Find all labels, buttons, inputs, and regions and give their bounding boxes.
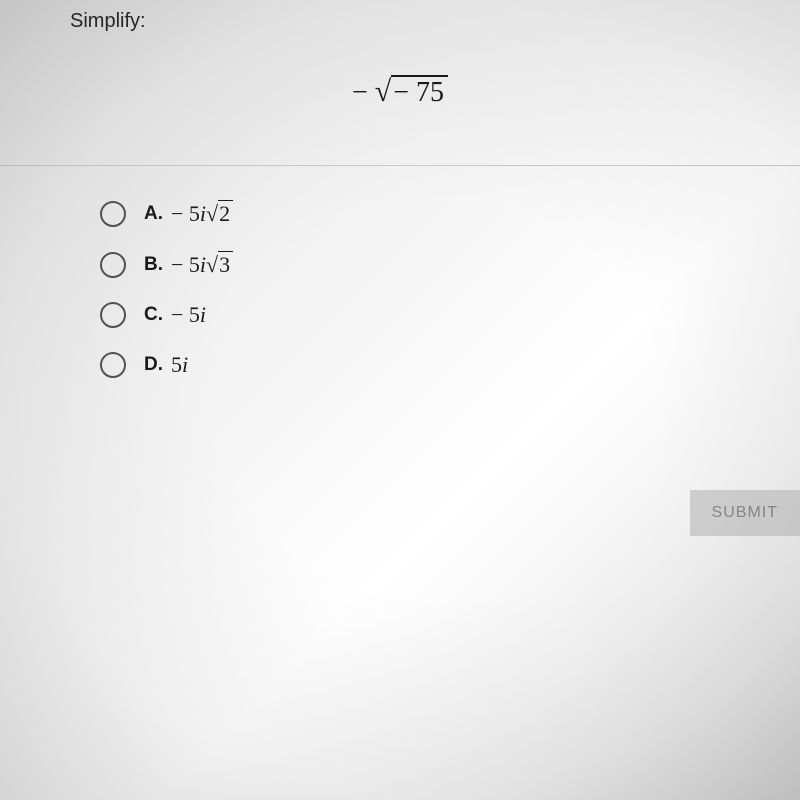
prefix: − 5	[171, 252, 200, 277]
option-math: − 5i√3	[171, 251, 233, 278]
radicand: − 75	[391, 75, 448, 109]
math-expression: − √− 75	[0, 75, 800, 109]
radio-d[interactable]	[100, 352, 126, 378]
i-var: i	[182, 352, 188, 377]
option-d[interactable]: D. 5i	[100, 352, 233, 378]
divider-line	[0, 165, 800, 166]
prefix: − 5	[171, 302, 200, 327]
sqrt-expression: √− 75	[375, 75, 448, 109]
sqrt-val: 2	[218, 200, 233, 227]
prefix: 5	[171, 352, 182, 377]
option-letter: D.	[144, 354, 163, 376]
option-math: − 5i√2	[171, 200, 233, 227]
radio-a[interactable]	[100, 201, 126, 227]
radical-icon: √	[375, 75, 391, 108]
option-b[interactable]: B. − 5i√3	[100, 251, 233, 278]
leading-minus: −	[352, 77, 368, 108]
option-math: − 5i	[171, 302, 206, 328]
option-a[interactable]: A. − 5i√2	[100, 200, 233, 227]
option-c[interactable]: C. − 5i	[100, 302, 233, 328]
radical-icon: √	[206, 201, 218, 226]
radio-b[interactable]	[100, 252, 126, 278]
option-letter: A.	[144, 203, 163, 225]
sqrt-val: 3	[218, 251, 233, 278]
option-math: 5i	[171, 352, 188, 378]
prefix: − 5	[171, 201, 200, 226]
radio-c[interactable]	[100, 302, 126, 328]
i-var: i	[200, 302, 206, 327]
submit-button[interactable]: SUBMIT	[690, 490, 800, 536]
radical-icon: √	[206, 252, 218, 277]
option-letter: C.	[144, 304, 163, 326]
answer-options: A. − 5i√2 B. − 5i√3 C. − 5i D. 5i	[100, 200, 233, 402]
question-prompt: Simplify:	[70, 10, 146, 33]
option-letter: B.	[144, 254, 163, 276]
